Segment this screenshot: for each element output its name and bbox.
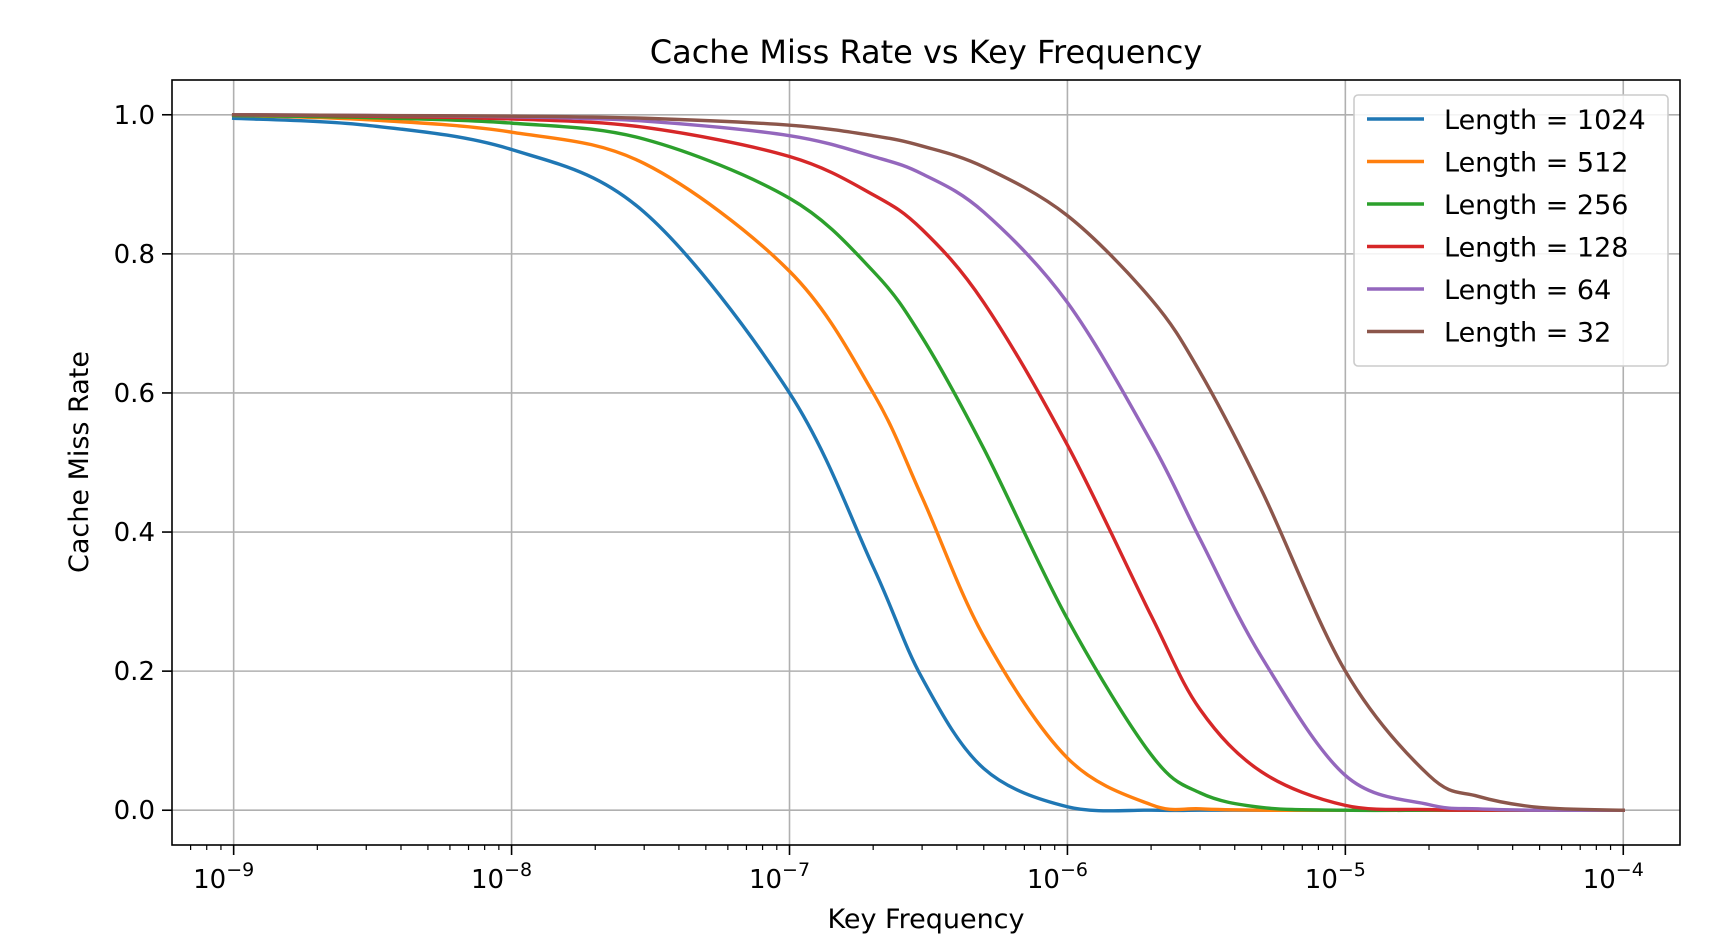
legend-box	[1353, 94, 1669, 367]
x-tick-label: 10−9	[193, 859, 254, 895]
y-axis-title: Cache Miss Rate	[64, 351, 95, 573]
x-tick-label: 10−6	[1027, 859, 1088, 895]
y-tick-label: 0.8	[114, 240, 155, 270]
x-tick-label: 10−7	[749, 859, 810, 895]
x-axis-title: Key Frequency	[827, 904, 1024, 935]
series-line-3	[231, 113, 1625, 812]
legend-label-2: Length = 256	[1444, 190, 1628, 221]
series-line-5	[231, 113, 1626, 812]
x-tick-label: 10−5	[1305, 859, 1366, 895]
series-layer	[231, 113, 1626, 813]
x-tick-label: 10−4	[1583, 859, 1644, 895]
x-tick-label: 10−8	[471, 859, 532, 895]
y-tick-label: 1.0	[114, 101, 155, 131]
legend: Length = 1024 Length = 512 Length = 256 Len…	[1353, 94, 1669, 367]
legend-label-1: Length = 512	[1444, 148, 1628, 179]
ticks-layer: 10−9 10−8 10−7 10−6 10−5 10−4 0.0 0.2 0.4 0.6 0.8 1…	[114, 101, 1644, 895]
chart-title: Cache Miss Rate vs Key Frequency	[650, 33, 1203, 71]
y-tick-label: 0.4	[114, 518, 155, 548]
y-tick-label: 0.6	[114, 379, 155, 409]
y-tick-label: 0.2	[114, 657, 155, 687]
legend-label-5: Length = 32	[1444, 318, 1611, 349]
y-tick-label: 0.0	[114, 796, 155, 826]
legend-label-3: Length = 128	[1444, 233, 1628, 264]
legend-label-0: Length = 1024	[1444, 105, 1646, 136]
legend-label-4: Length = 64	[1444, 275, 1611, 306]
plot-frame	[171, 79, 1681, 846]
